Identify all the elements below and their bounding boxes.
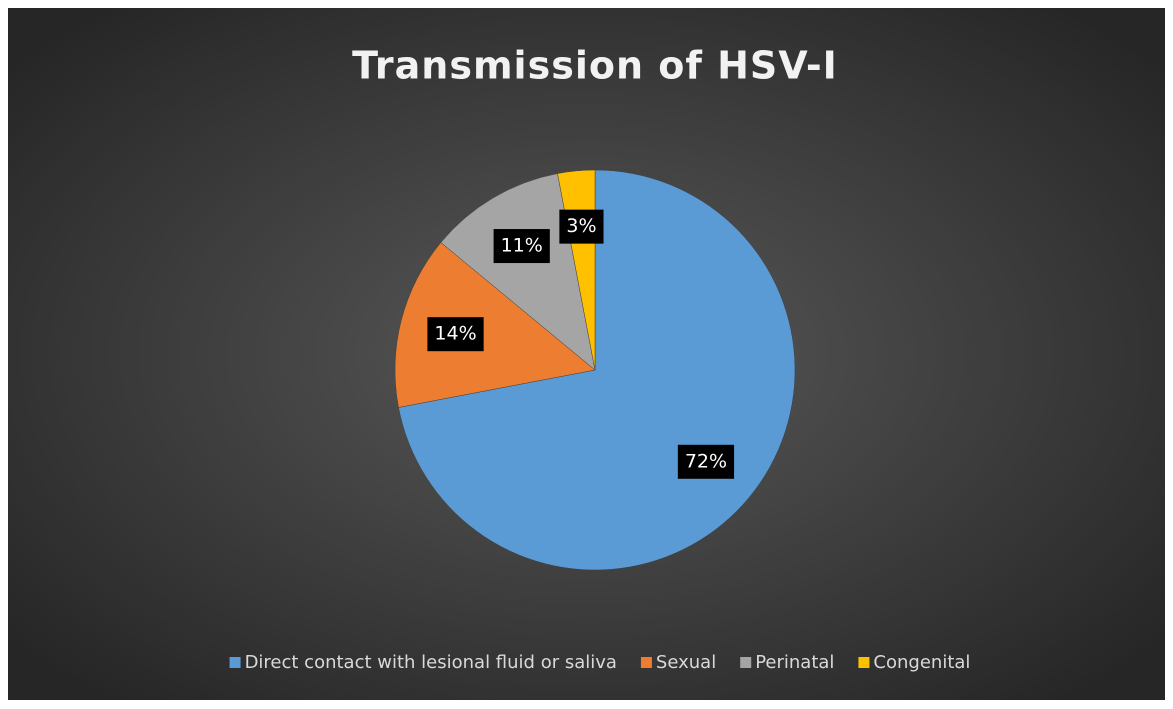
- legend-label: Perinatal: [755, 652, 834, 673]
- chart-title: Transmission of HSV-I: [352, 44, 838, 88]
- legend-swatch: [858, 657, 870, 668]
- legend-swatch: [229, 657, 241, 668]
- pie-slice: [440, 173, 596, 371]
- legend: Direct contact with lesional fluid or sa…: [229, 652, 970, 673]
- data-label: 11%: [501, 235, 543, 257]
- data-labels: 72% 14% 11% 3%: [427, 209, 735, 479]
- legend-label: Sexual: [656, 652, 716, 673]
- data-label: 3%: [566, 215, 596, 237]
- data-label-box: [677, 444, 735, 479]
- legend-label: Congenital: [873, 652, 970, 673]
- data-label-box: [427, 317, 484, 352]
- data-label: 72%: [685, 450, 727, 472]
- pie-slice: [394, 242, 596, 408]
- data-label: 14%: [434, 323, 476, 345]
- legend-swatch: [740, 657, 752, 668]
- legend-label: Direct contact with lesional fluid or sa…: [245, 652, 617, 673]
- data-label-box: [493, 229, 550, 264]
- data-label-box: [559, 209, 604, 244]
- legend-swatch: [640, 657, 652, 668]
